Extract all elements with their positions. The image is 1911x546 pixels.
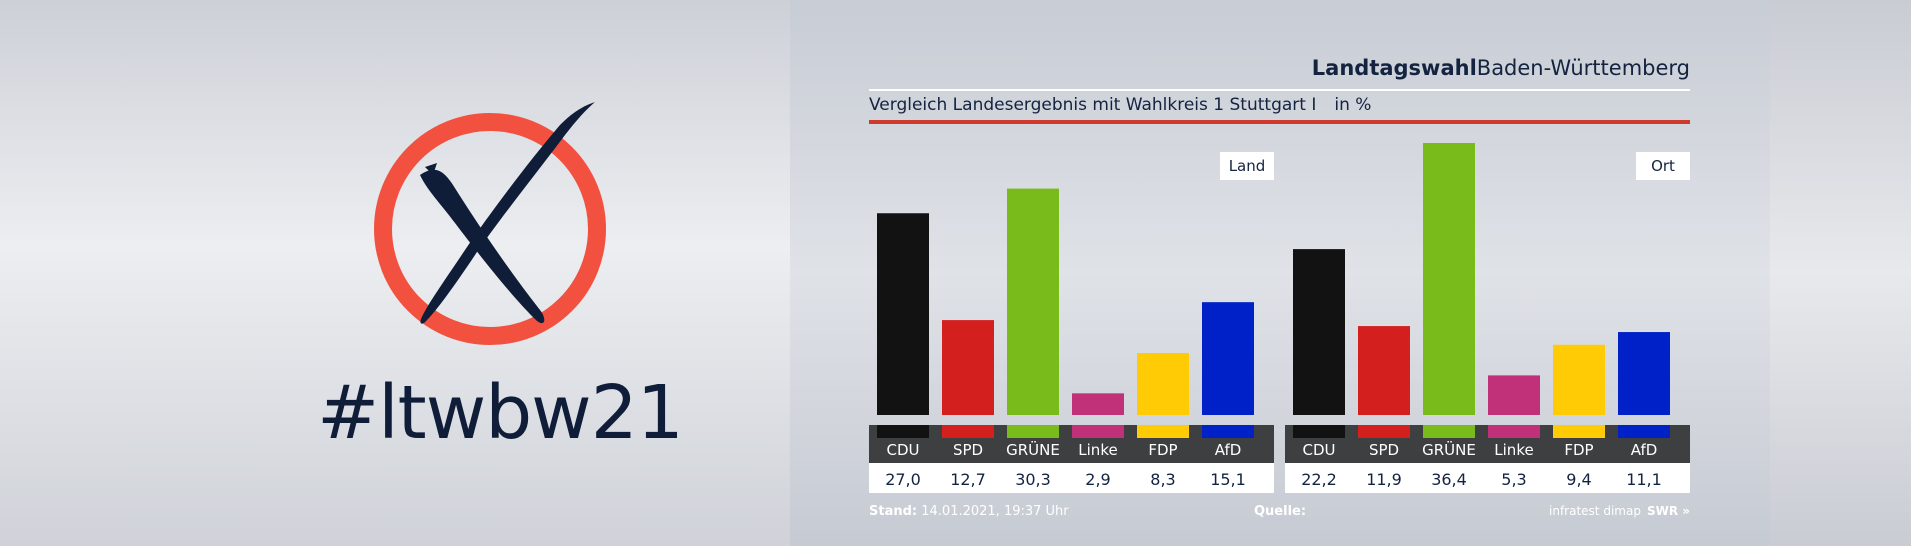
- bar-color-chip: [877, 425, 929, 438]
- bar-afd: [1202, 302, 1254, 415]
- data-label: 15,1: [1210, 470, 1246, 489]
- bar-grüne: [1423, 143, 1475, 415]
- chart-header: LandtagswahlBaden-Württemberg: [1200, 56, 1690, 80]
- value-band: [1285, 463, 1690, 493]
- bar-color-chip: [1358, 425, 1410, 438]
- bar-color-chip: [1293, 425, 1345, 438]
- bar-spd: [1358, 326, 1410, 415]
- value-band: [869, 463, 1274, 493]
- chart-group-land: Land CDU 27,0 SPD 12,7 GRÜNE 30,3 Linke 2,9 FDP 8,…: [869, 152, 1274, 493]
- tick-label: AfD: [1215, 441, 1242, 459]
- footer-stand: Stand: 14.01.2021, 19:37 Uhr: [869, 504, 1069, 519]
- hashtag-title: #ltwbw21: [317, 370, 684, 456]
- bar-fdp: [1137, 352, 1189, 415]
- bar-color-chip: [1423, 425, 1475, 438]
- bar-fdp: [1553, 344, 1605, 415]
- source-name: infratest dimap: [1549, 504, 1641, 518]
- quelle-label: Quelle:: [1254, 504, 1307, 519]
- bar-cdu: [1293, 249, 1345, 415]
- bar-color-chip: [1553, 425, 1605, 438]
- bar-linke: [1072, 393, 1124, 415]
- data-label: 11,1: [1626, 470, 1662, 489]
- tick-label: GRÜNE: [1006, 440, 1060, 459]
- data-label: 22,2: [1301, 470, 1337, 489]
- tick-label: FDP: [1148, 441, 1177, 459]
- bar-color-chip: [1618, 425, 1670, 438]
- data-label: 8,3: [1150, 470, 1175, 489]
- tick-label: SPD: [953, 441, 983, 459]
- bar-afd: [1618, 332, 1670, 415]
- data-label: 11,9: [1366, 470, 1402, 489]
- chart-subtitle: Vergleich Landesergebnis mit Wahlkreis 1…: [869, 95, 1371, 115]
- tick-label: CDU: [886, 441, 919, 459]
- tick-label: GRÜNE: [1422, 440, 1476, 459]
- bar-cdu: [877, 213, 929, 415]
- ballot-cross-logo-icon: [374, 102, 606, 345]
- data-label: 27,0: [885, 470, 921, 489]
- data-label: 5,3: [1501, 470, 1526, 489]
- group-label: Ort: [1651, 157, 1675, 175]
- data-label: 12,7: [950, 470, 986, 489]
- bar-spd: [942, 320, 994, 415]
- subtitle-text: Vergleich Landesergebnis mit Wahlkreis 1…: [869, 95, 1317, 115]
- header-divider: [869, 89, 1690, 91]
- group-label-box: [1636, 152, 1690, 180]
- data-label: 2,9: [1085, 470, 1110, 489]
- stand-label: Stand:: [869, 504, 918, 519]
- header-title-bold: Landtagswahl: [1311, 56, 1477, 80]
- unit-label: in %: [1334, 95, 1372, 115]
- bar-color-chip: [1007, 425, 1059, 438]
- data-label: 9,4: [1566, 470, 1591, 489]
- stand-value: 14.01.2021, 19:37 Uhr: [921, 504, 1069, 519]
- bar-color-chip: [1072, 425, 1124, 438]
- footer-source: infratest dimap SWR »: [1500, 504, 1690, 518]
- tick-label: CDU: [1302, 441, 1335, 459]
- data-label: 36,4: [1431, 470, 1467, 489]
- bar-color-chip: [1137, 425, 1189, 438]
- tick-label: AfD: [1631, 441, 1658, 459]
- data-label: 30,3: [1015, 470, 1051, 489]
- bar-color-chip: [1202, 425, 1254, 438]
- tick-label: Linke: [1494, 441, 1533, 459]
- right-margin: [1770, 0, 1911, 546]
- header-title-regular: Baden-Württemberg: [1476, 56, 1690, 80]
- bar-color-chip: [942, 425, 994, 438]
- tick-label: SPD: [1369, 441, 1399, 459]
- subtitle-accent-rule: [869, 120, 1690, 124]
- bar-grüne: [1007, 188, 1059, 415]
- group-label-box: [1220, 152, 1274, 180]
- bar-chart-comparison: Land CDU 27,0 SPD 12,7 GRÜNE 30,3 Linke 2,9 FDP 8,…: [869, 143, 1690, 493]
- bar-color-chip: [1488, 425, 1540, 438]
- tick-label: Linke: [1078, 441, 1117, 459]
- bar-linke: [1488, 375, 1540, 415]
- swr-logo: SWR »: [1646, 504, 1690, 518]
- tick-label: FDP: [1564, 441, 1593, 459]
- group-label: Land: [1229, 157, 1266, 175]
- chart-group-ort: Ort CDU 22,2 SPD 11,9 GRÜNE 36,4 Linke 5,3 FDP 9,4…: [1285, 143, 1690, 493]
